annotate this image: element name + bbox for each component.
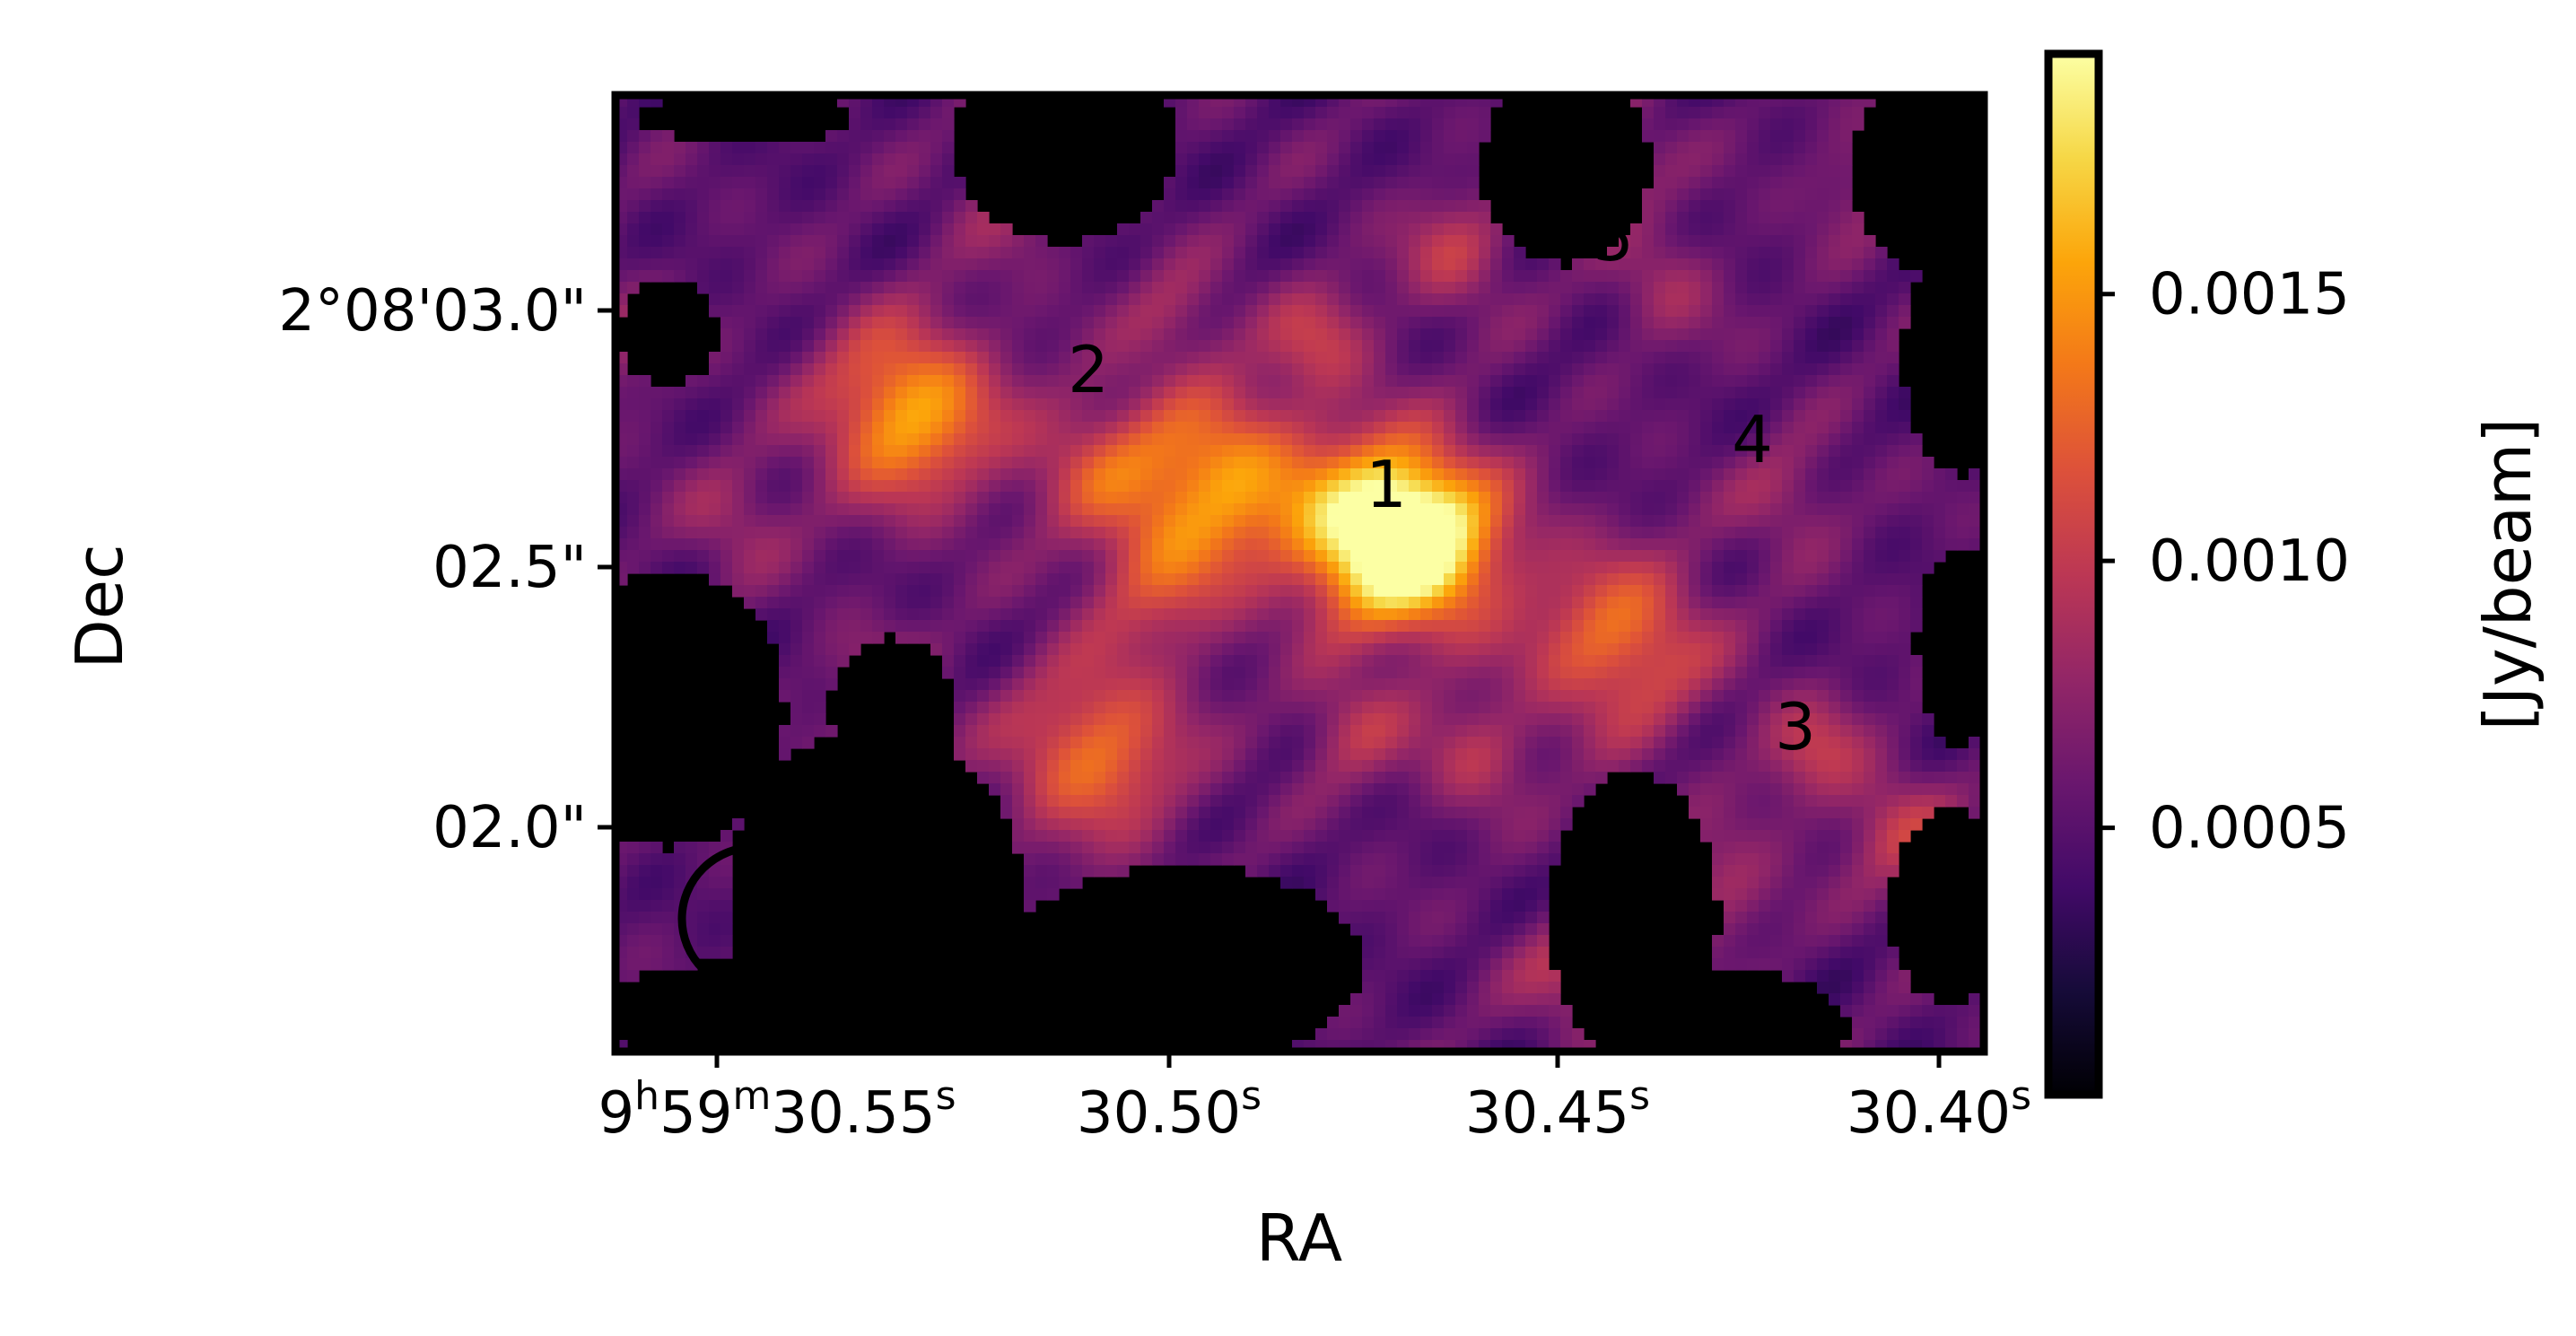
colorbar-gradient: [2048, 54, 2099, 1095]
x-tick-label: 30.45s: [1465, 1073, 1650, 1147]
source-label-5: 5: [1593, 200, 1634, 275]
x-tick-label: 30.40s: [1847, 1073, 2031, 1147]
colorbar-tick-label: 0.0010: [2149, 528, 2350, 595]
colorbar-tick-label: 0.0015: [2149, 262, 2350, 328]
x-axis-ticks: 9h59m30.55s 30.50s 30.45s 30.40s: [598, 1052, 2031, 1147]
colorbar-tick-label: 0.0005: [2149, 796, 2350, 862]
x-tick-label: 9h59m30.55s: [598, 1073, 956, 1147]
y-axis-label: Dec: [62, 544, 137, 668]
source-label-2: 2: [1068, 332, 1109, 407]
y-tick-label: 2°08'03.0": [278, 278, 587, 345]
x-axis-label: RA: [1256, 1201, 1342, 1276]
y-axis-ticks: 2°08'03.0" 02.5" 02.0": [278, 278, 616, 861]
colorbar: 0.0005 0.0010 0.0015 [Jy/beam]: [2048, 54, 2545, 1095]
source-label-4: 4: [1732, 402, 1773, 477]
colorbar-ticks: 0.0005 0.0010 0.0015: [2099, 262, 2350, 862]
colorbar-label: [Jy/beam]: [2470, 418, 2545, 731]
y-tick-label: 02.0": [432, 795, 587, 861]
source-label-1: 1: [1366, 447, 1407, 522]
x-tick-label: 30.50s: [1077, 1073, 1262, 1147]
source-label-3: 3: [1775, 689, 1816, 764]
heatmap-image: [616, 95, 1993, 1052]
y-tick-label: 02.5": [432, 535, 587, 601]
